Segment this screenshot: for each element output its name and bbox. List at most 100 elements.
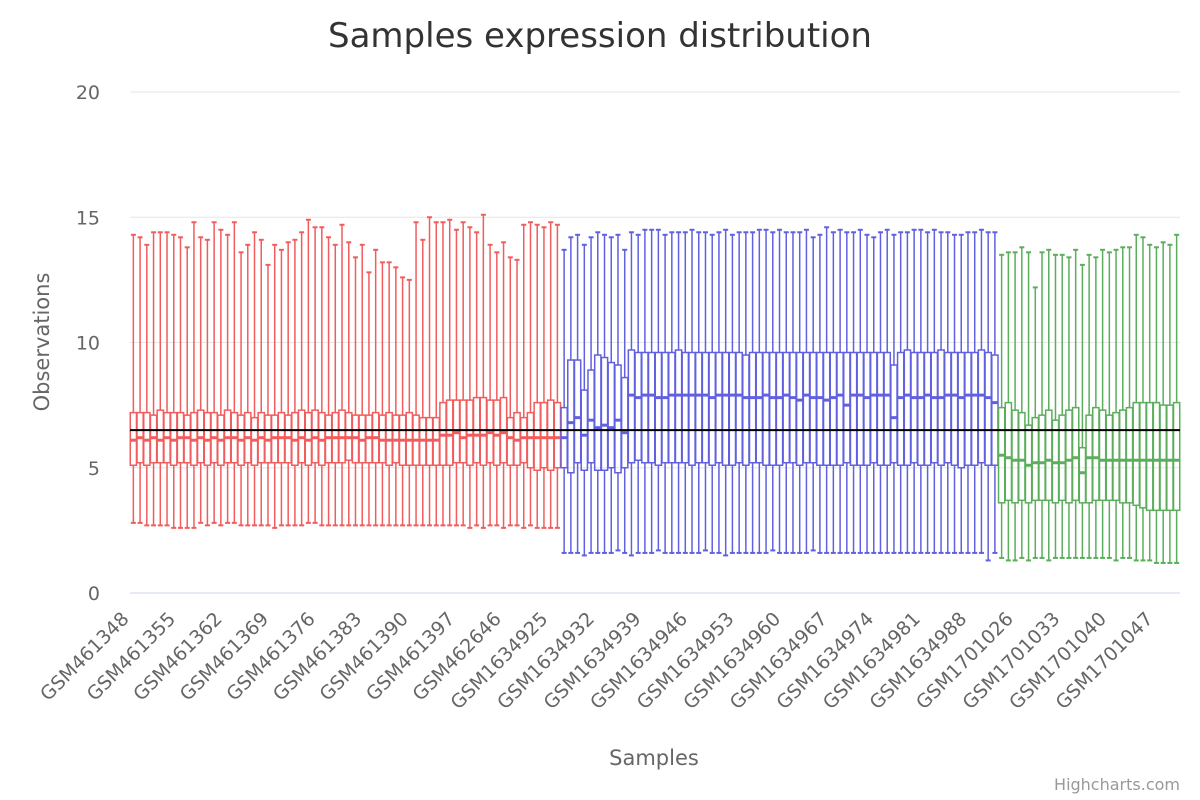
box-point[interactable] bbox=[580, 243, 589, 557]
box-point[interactable] bbox=[1139, 236, 1147, 562]
box-point[interactable] bbox=[735, 231, 743, 554]
box-point[interactable] bbox=[728, 233, 737, 554]
box-point[interactable] bbox=[1112, 248, 1120, 562]
box-point[interactable] bbox=[681, 231, 690, 554]
box-point[interactable] bbox=[398, 276, 407, 527]
box-point[interactable] bbox=[432, 221, 441, 527]
box-point[interactable] bbox=[991, 231, 999, 554]
box-point[interactable] bbox=[667, 231, 676, 554]
box-point[interactable] bbox=[782, 231, 791, 554]
box-point[interactable] bbox=[809, 236, 818, 552]
box-point[interactable] bbox=[149, 231, 158, 527]
box-point[interactable] bbox=[378, 261, 387, 527]
box-point[interactable] bbox=[829, 231, 838, 554]
box-point[interactable] bbox=[863, 233, 871, 554]
box-point[interactable] bbox=[1004, 251, 1013, 562]
box-point[interactable] bbox=[977, 228, 986, 554]
box-point[interactable] bbox=[661, 233, 669, 554]
box-point[interactable] bbox=[439, 221, 447, 527]
box-point[interactable] bbox=[371, 248, 380, 527]
box-point[interactable] bbox=[176, 236, 185, 529]
box-point[interactable] bbox=[1051, 253, 1060, 559]
box-point[interactable] bbox=[930, 228, 939, 554]
box-point[interactable] bbox=[1024, 251, 1033, 562]
box-point[interactable] bbox=[822, 226, 831, 554]
box-point[interactable] bbox=[526, 221, 535, 527]
box-point[interactable] bbox=[997, 253, 1006, 559]
credits-link[interactable]: Highcharts.com bbox=[1054, 775, 1180, 794]
box-point[interactable] bbox=[486, 243, 494, 527]
box-point[interactable] bbox=[129, 233, 138, 524]
box-point[interactable] bbox=[392, 266, 400, 527]
box-point[interactable] bbox=[567, 236, 575, 554]
box-point[interactable] bbox=[324, 236, 333, 527]
box-point[interactable] bbox=[519, 223, 528, 529]
box-point[interactable] bbox=[917, 228, 925, 554]
box-point[interactable] bbox=[869, 236, 878, 554]
box-point[interactable] bbox=[445, 218, 454, 527]
box-point[interactable] bbox=[243, 243, 252, 527]
box-point[interactable] bbox=[890, 233, 898, 554]
box-point[interactable] bbox=[412, 221, 420, 527]
box-point[interactable] bbox=[1031, 286, 1040, 559]
box-point[interactable] bbox=[385, 261, 393, 527]
box-point[interactable] bbox=[169, 233, 178, 529]
box-point[interactable] bbox=[1159, 241, 1168, 564]
box-point[interactable] bbox=[284, 241, 293, 527]
box-point[interactable] bbox=[190, 221, 198, 529]
box-point[interactable] bbox=[317, 226, 326, 527]
box-point[interactable] bbox=[1152, 246, 1161, 564]
box-point[interactable] bbox=[688, 228, 696, 554]
box-point[interactable] bbox=[1071, 248, 1080, 559]
box-point[interactable] bbox=[405, 278, 414, 527]
box-point[interactable] bbox=[466, 226, 474, 529]
box-point[interactable] bbox=[1065, 256, 1073, 559]
box-point[interactable] bbox=[425, 216, 434, 527]
box-point[interactable] bbox=[291, 238, 299, 527]
box-point[interactable] bbox=[964, 231, 972, 554]
box-point[interactable] bbox=[627, 231, 636, 557]
box-point[interactable] bbox=[856, 228, 865, 554]
box-point[interactable] bbox=[937, 231, 945, 554]
box-point[interactable] bbox=[264, 263, 272, 527]
box-point[interactable] bbox=[647, 228, 656, 554]
box-point[interactable] bbox=[250, 231, 259, 527]
box-point[interactable] bbox=[641, 228, 649, 554]
box-point[interactable] bbox=[876, 231, 885, 554]
box-point[interactable] bbox=[789, 231, 797, 554]
box-point[interactable] bbox=[156, 231, 165, 527]
box-point[interactable] bbox=[546, 221, 555, 529]
box-point[interactable] bbox=[1017, 246, 1026, 559]
box-point[interactable] bbox=[1078, 263, 1087, 559]
box-point[interactable] bbox=[277, 248, 286, 527]
box-point[interactable] bbox=[142, 243, 151, 527]
box-point[interactable] bbox=[903, 231, 912, 554]
box-point[interactable] bbox=[297, 231, 306, 527]
box-point[interactable] bbox=[452, 228, 461, 527]
box-point[interactable] bbox=[196, 236, 205, 524]
box-point[interactable] bbox=[1172, 233, 1181, 564]
box-point[interactable] bbox=[304, 218, 313, 524]
box-point[interactable] bbox=[883, 228, 892, 554]
box-point[interactable] bbox=[136, 236, 144, 524]
box-point[interactable] bbox=[984, 231, 993, 562]
box-point[interactable] bbox=[1105, 251, 1114, 559]
box-point[interactable] bbox=[654, 228, 663, 552]
box-point[interactable] bbox=[506, 256, 515, 527]
box-point[interactable] bbox=[957, 233, 966, 554]
box-point[interactable] bbox=[634, 233, 643, 554]
box-point[interactable] bbox=[836, 228, 844, 554]
box-point[interactable] bbox=[1098, 248, 1107, 559]
box-point[interactable] bbox=[715, 231, 723, 554]
box-point[interactable] bbox=[163, 231, 171, 527]
box-point[interactable] bbox=[1058, 253, 1067, 559]
box-point[interactable] bbox=[1125, 246, 1134, 559]
box-point[interactable] bbox=[970, 231, 979, 554]
box-point[interactable] bbox=[943, 231, 952, 554]
box-point[interactable] bbox=[270, 243, 279, 529]
box-point[interactable] bbox=[742, 231, 750, 554]
box-point[interactable] bbox=[748, 231, 757, 554]
box-point[interactable] bbox=[472, 231, 481, 527]
box-point[interactable] bbox=[540, 226, 548, 529]
box-point[interactable] bbox=[674, 231, 683, 554]
